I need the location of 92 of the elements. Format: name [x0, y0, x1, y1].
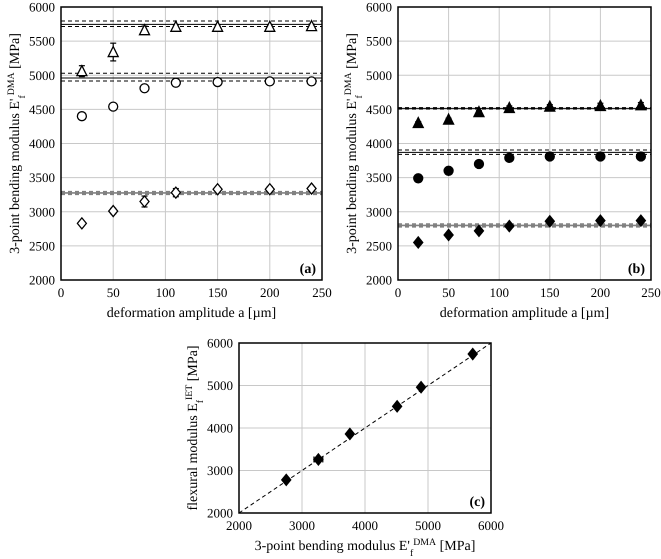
point: [313, 453, 324, 466]
x-tick-label: 150: [540, 285, 560, 300]
y-tick-label: 5500: [366, 34, 392, 49]
y-tick-label: 2500: [366, 238, 392, 254]
point: [139, 83, 150, 94]
y-tick-label: 4500: [29, 102, 55, 117]
point: [344, 428, 356, 440]
x-tick-label: 250: [641, 285, 661, 300]
y-tick-label: 4000: [366, 136, 392, 151]
point: [76, 65, 88, 76]
point: [306, 182, 317, 195]
point: [544, 215, 555, 228]
point: [504, 152, 514, 163]
point: [416, 381, 426, 394]
point: [76, 217, 88, 230]
point: [473, 106, 485, 118]
x-tick-label: 0: [58, 285, 64, 300]
point: [443, 228, 454, 242]
y-tick-label: 3000: [366, 204, 392, 220]
point: [412, 116, 424, 128]
annotation: (c): [469, 495, 486, 510]
point: [392, 400, 402, 412]
x-tick-label: 50: [442, 285, 456, 300]
x-tick-label: 200: [590, 285, 610, 300]
y-tick-label: 4500: [366, 102, 392, 117]
y-tick-label: 5000: [366, 68, 392, 83]
point: [474, 224, 484, 238]
x-axis-title: deformation amplitude a [µm]: [106, 306, 276, 321]
y-tick-label: 2500: [29, 238, 55, 254]
point: [595, 151, 606, 162]
point: [170, 78, 181, 88]
point: [170, 20, 182, 32]
x-tick-label: 250: [312, 285, 332, 300]
annotation: (b): [628, 262, 646, 277]
point: [306, 76, 317, 87]
x-axis-title: deformation amplitude a [µm]: [440, 306, 610, 321]
y-tick-label: 6000: [29, 0, 55, 14]
x-tick-label: 4000: [352, 518, 378, 533]
point: [306, 20, 318, 32]
x-tick-label: 100: [489, 285, 509, 300]
point: [264, 76, 275, 87]
point: [212, 20, 224, 32]
annotation: (a): [300, 262, 316, 277]
x-tick-label: 50: [106, 285, 120, 300]
y-tick-label: 2000: [366, 272, 392, 288]
x-axis-title: 3-point bending modulus E'$_{f}$$^{DMA}$ [MPa]: [254, 536, 476, 558]
y-tick-label: 2000: [207, 506, 233, 520]
point: [468, 348, 478, 360]
y-tick-label: 2000: [29, 272, 55, 288]
point: [504, 220, 514, 232]
y-tick-label: 5500: [29, 34, 55, 49]
point: [595, 214, 606, 227]
x-tick-label: 6000: [478, 518, 504, 533]
point: [138, 24, 150, 36]
y-tick-label: 5000: [207, 378, 233, 393]
x-tick-label: 200: [260, 285, 280, 300]
y-tick-label: 6000: [366, 0, 392, 14]
point: [544, 100, 556, 112]
point: [264, 20, 276, 32]
point: [76, 111, 88, 122]
point: [443, 166, 454, 176]
point: [108, 204, 118, 218]
point: [212, 76, 223, 88]
point: [212, 183, 223, 196]
x-tick-label: 5000: [415, 518, 441, 533]
y-tick-label: 3000: [29, 204, 55, 220]
point: [636, 214, 646, 227]
point: [108, 101, 118, 112]
point: [264, 183, 275, 196]
y-tick-label: 4000: [207, 420, 233, 436]
x-tick-label: 3000: [289, 518, 315, 533]
point: [413, 236, 424, 249]
y-tick-label: 3500: [366, 170, 392, 186]
y-tick-label: 6000: [207, 336, 233, 350]
point: [281, 474, 292, 486]
point: [635, 99, 647, 110]
point: [413, 173, 424, 184]
x-tick-label: 2000: [226, 518, 252, 533]
x-tick-label: 100: [156, 285, 176, 300]
x-tick-label: 0: [394, 285, 402, 300]
point: [474, 158, 484, 170]
point: [442, 113, 454, 125]
point: [594, 100, 606, 112]
point: [108, 46, 119, 58]
y-tick-label: 4000: [29, 136, 55, 151]
point: [636, 151, 646, 162]
point: [544, 151, 555, 162]
point: [504, 102, 515, 114]
x-tick-label: 150: [208, 285, 228, 300]
y-tick-label: 3500: [29, 170, 55, 186]
y-tick-label: 5000: [29, 68, 55, 83]
y-tick-label: 3000: [207, 463, 233, 478]
